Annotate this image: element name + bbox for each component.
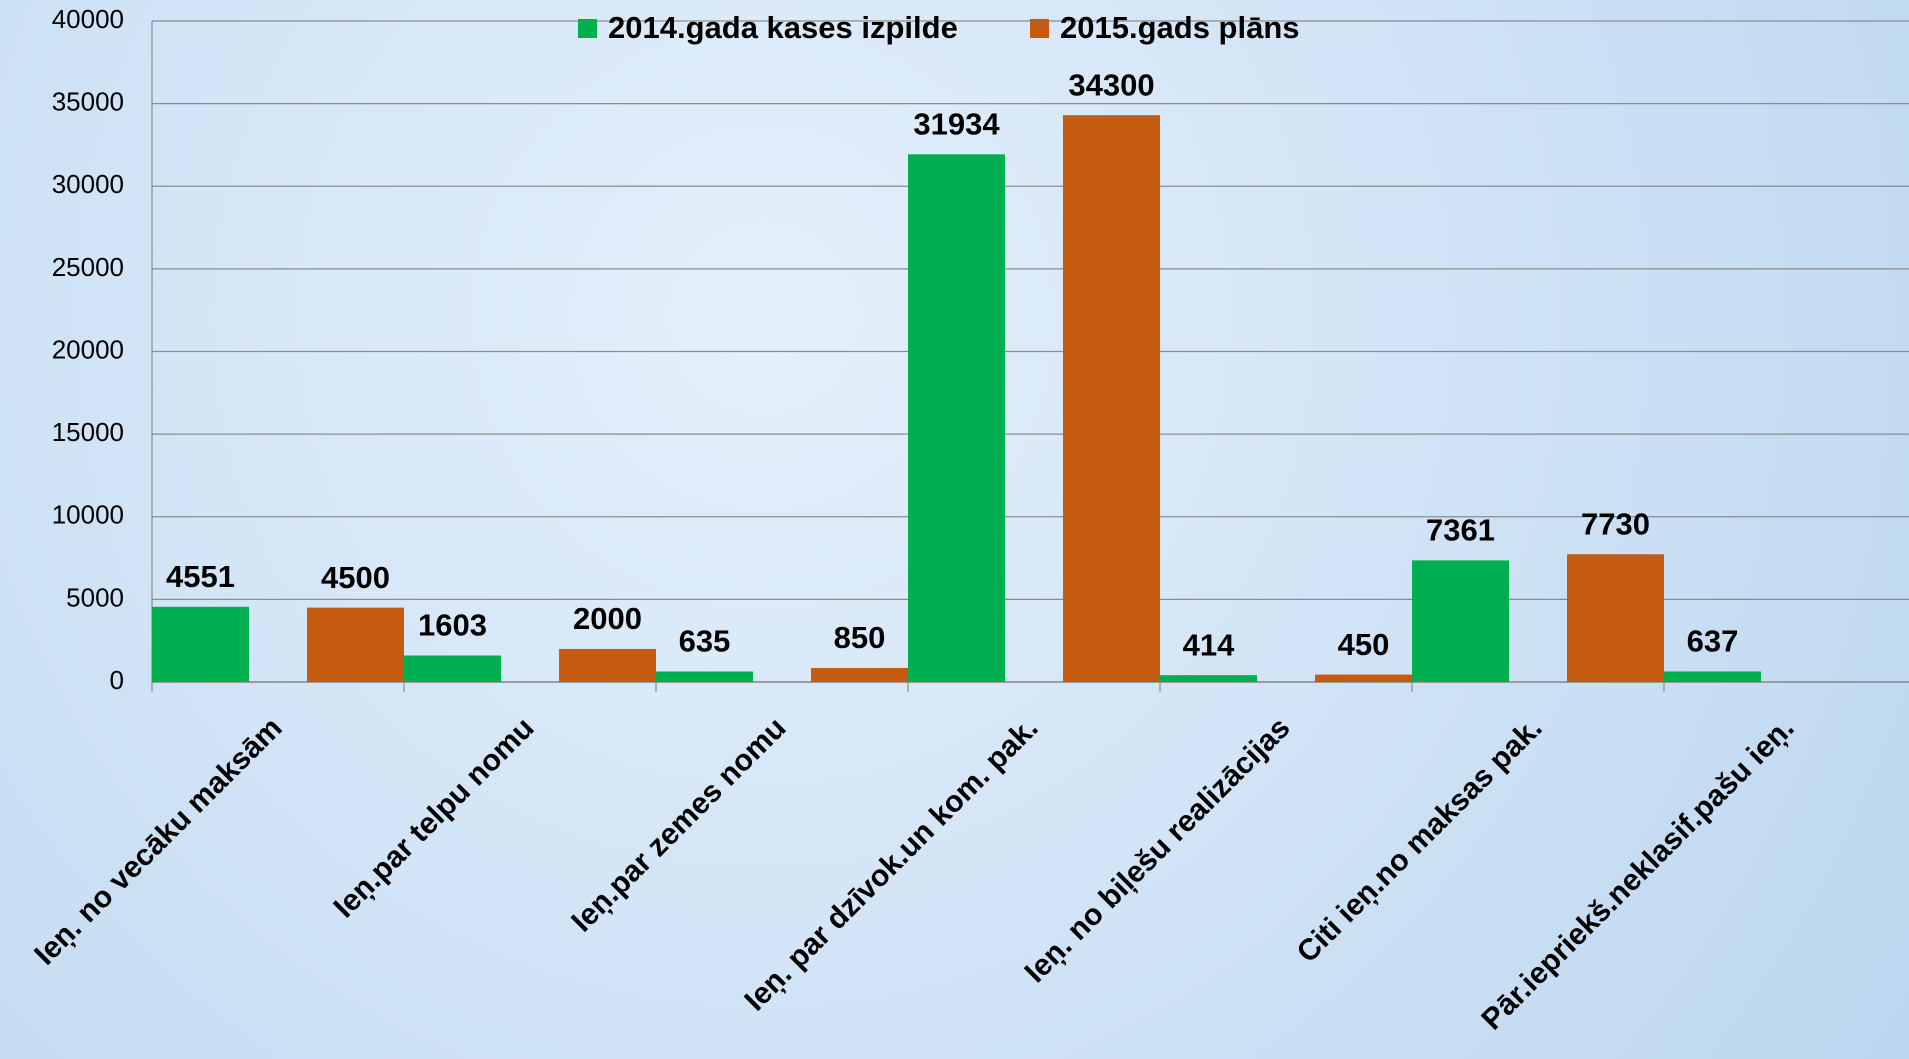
bar — [559, 648, 656, 682]
data-label: 4551 — [166, 559, 235, 594]
legend-swatch — [1030, 19, 1049, 38]
legend-label: 2014.gada kases izpilde — [608, 10, 958, 45]
bar — [307, 607, 404, 682]
bar — [1412, 560, 1509, 682]
y-tick-label: 10000 — [52, 500, 124, 530]
data-label: 2000 — [573, 601, 642, 636]
legend-swatch — [578, 19, 597, 38]
x-tick-label: Ieņ. no vecāku maksām — [28, 711, 288, 971]
x-tick-label: Ieņ.par zemes nomu — [565, 711, 792, 938]
bar — [1315, 674, 1412, 682]
data-label: 7730 — [1581, 506, 1650, 541]
bar — [404, 655, 501, 682]
x-tick-label: Ieņ.par telpu nomu — [327, 711, 540, 924]
data-label: 450 — [1338, 627, 1390, 662]
y-tick-label: 0 — [110, 665, 124, 695]
x-tick-label: Ieņ. no biļešu realizācijas — [1019, 711, 1297, 989]
y-tick-label: 25000 — [52, 252, 124, 282]
x-tick-label: Pār.iepriekš.neklasif.pašu ieņ. — [1475, 711, 1800, 1036]
bar — [1567, 554, 1664, 682]
data-label: 1603 — [418, 608, 487, 643]
data-label: 31934 — [913, 106, 1000, 141]
y-tick-label: 40000 — [52, 4, 124, 34]
bar — [1063, 115, 1160, 682]
bar — [1664, 671, 1761, 682]
data-label: 4500 — [321, 560, 390, 595]
x-tick-label: Citi ieņ.no maksas pak. — [1291, 711, 1549, 969]
data-label: 850 — [834, 620, 886, 655]
bar — [1160, 675, 1257, 682]
data-label: 635 — [679, 624, 731, 659]
bar — [152, 606, 249, 682]
data-label: 414 — [1183, 627, 1235, 662]
data-label: 637 — [1687, 624, 1739, 659]
y-tick-label: 35000 — [52, 87, 124, 117]
data-label: 7361 — [1426, 513, 1495, 548]
legend-label: 2015.gads plāns — [1060, 10, 1300, 45]
y-tick-label: 15000 — [52, 417, 124, 447]
bar — [908, 154, 1005, 682]
y-tick-label: 20000 — [52, 334, 124, 364]
y-tick-label: 30000 — [52, 169, 124, 199]
bar — [811, 667, 908, 682]
bar — [656, 671, 753, 682]
y-tick-label: 5000 — [66, 582, 124, 612]
x-tick-label: Ieņ. par dzīvok.un kom. pak. — [738, 711, 1044, 1017]
data-label: 34300 — [1068, 67, 1154, 102]
